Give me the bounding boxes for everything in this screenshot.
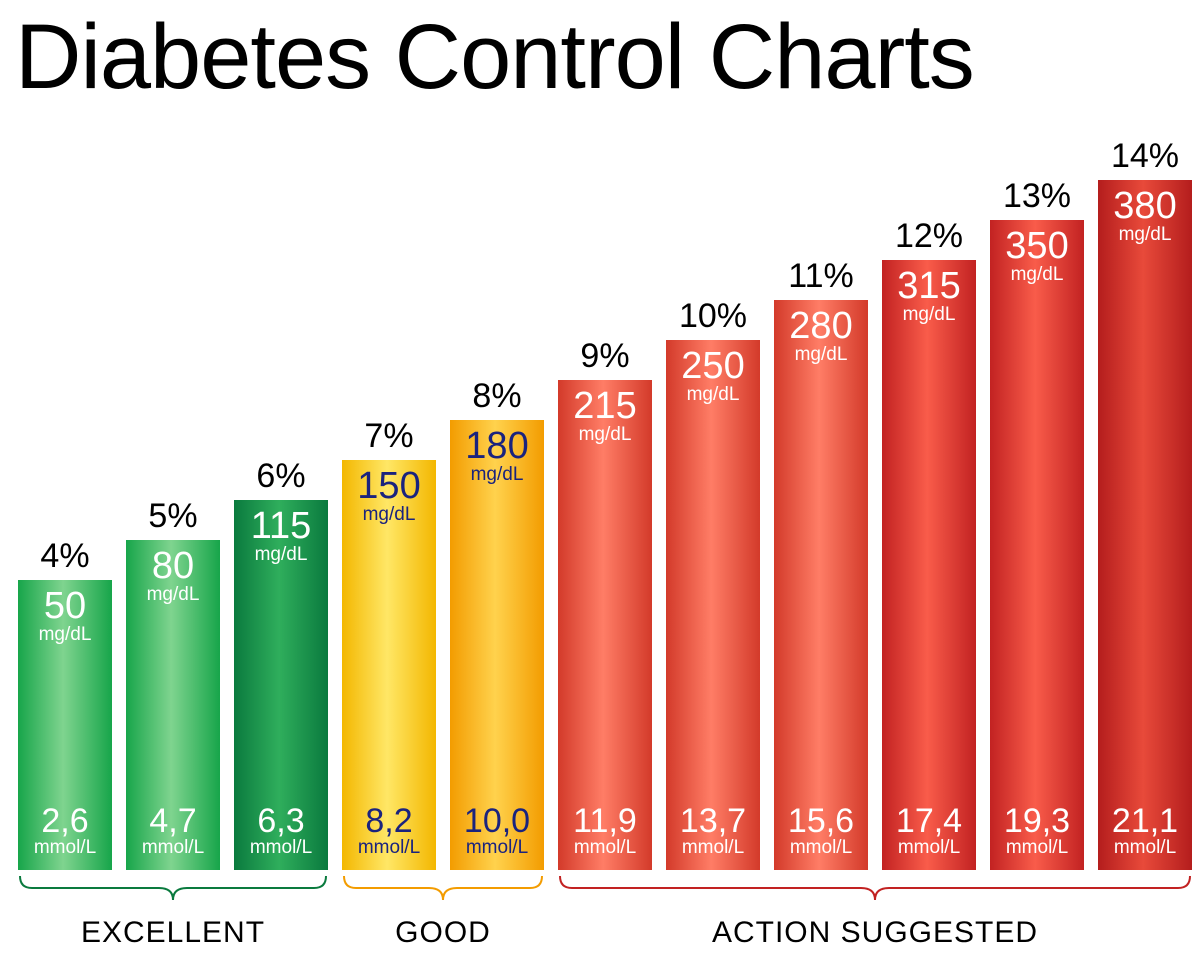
bar-top-value: 50mg/dL [18,588,112,647]
bar-column: 5% 80mg/dL 4,7mmol/L [126,497,220,870]
bar: 150mg/dL 8,2mmol/L [342,460,436,870]
bar-top-value: 350mg/dL [990,228,1084,287]
bar-percent-label: 5% [148,497,197,536]
bar-bottom-value: 4,7mmol/L [126,805,220,860]
bar-column: 10% 250mg/dL 13,7mmol/L [666,297,760,870]
chart-area: 4% 50mg/dL 2,6mmol/L 5% 80mg/dL 4,7mmol/L 6% 11… [0,110,1200,870]
bar: 280mg/dL 15,6mmol/L [774,300,868,870]
bar-percent-label: 4% [40,537,89,576]
bar-percent-label: 8% [472,377,521,416]
bar: 350mg/dL 19,3mmol/L [990,220,1084,870]
bar-percent-label: 12% [895,217,963,256]
bar: 115mg/dL 6,3mmol/L [234,500,328,870]
bar-top-value: 80mg/dL [126,548,220,607]
bar: 250mg/dL 13,7mmol/L [666,340,760,870]
bar: 380mg/dL 21,1mmol/L [1098,180,1192,870]
bar-column: 11% 280mg/dL 15,6mmol/L [774,257,868,870]
bar-percent-label: 11% [788,257,854,296]
bar-column: 12% 315mg/dL 17,4mmol/L [882,217,976,870]
category-brace [18,870,328,906]
bar-bottom-value: 8,2mmol/L [342,805,436,860]
category-label: EXCELLENT [18,916,328,950]
bar-bottom-value: 17,4mmol/L [882,805,976,860]
category-brace [342,870,544,906]
category-legend: EXCELLENT GOOD ACTION SUGGESTED [0,870,1200,960]
bar-bottom-value: 11,9mmol/L [558,805,652,860]
bar-column: 4% 50mg/dL 2,6mmol/L [18,537,112,870]
bar-top-value: 280mg/dL [774,308,868,367]
bar-bottom-value: 10,0mmol/L [450,805,544,860]
bars-container: 4% 50mg/dL 2,6mmol/L 5% 80mg/dL 4,7mmol/L 6% 11… [18,137,1180,870]
bar: 215mg/dL 11,9mmol/L [558,380,652,870]
bar-percent-label: 14% [1111,137,1179,176]
bar-bottom-value: 2,6mmol/L [18,805,112,860]
bar-bottom-value: 6,3mmol/L [234,805,328,860]
bar-top-value: 250mg/dL [666,348,760,407]
bar-column: 7% 150mg/dL 8,2mmol/L [342,417,436,870]
category-label: GOOD [342,916,544,950]
bar-top-value: 215mg/dL [558,388,652,447]
bar: 180mg/dL 10,0mmol/L [450,420,544,870]
bar-bottom-value: 13,7mmol/L [666,805,760,860]
bar-top-value: 180mg/dL [450,428,544,487]
bar-bottom-value: 15,6mmol/L [774,805,868,860]
bar-percent-label: 13% [1003,177,1071,216]
bar-percent-label: 6% [256,457,305,496]
category-brace [558,870,1192,906]
bar-top-value: 380mg/dL [1098,188,1192,247]
bar-column: 9% 215mg/dL 11,9mmol/L [558,337,652,870]
chart-title: Diabetes Control Charts [0,0,1200,110]
bar-percent-label: 9% [580,337,629,376]
bar-column: 14% 380mg/dL 21,1mmol/L [1098,137,1192,870]
bar-percent-label: 7% [364,417,413,456]
bar-column: 8% 180mg/dL 10,0mmol/L [450,377,544,870]
bar-top-value: 315mg/dL [882,268,976,327]
bar-percent-label: 10% [679,297,747,336]
bar: 50mg/dL 2,6mmol/L [18,580,112,870]
bar-bottom-value: 21,1mmol/L [1098,805,1192,860]
bar-column: 6% 115mg/dL 6,3mmol/L [234,457,328,870]
bar-column: 13% 350mg/dL 19,3mmol/L [990,177,1084,870]
bar-top-value: 115mg/dL [234,508,328,567]
bar: 315mg/dL 17,4mmol/L [882,260,976,870]
bar-top-value: 150mg/dL [342,468,436,527]
bar-bottom-value: 19,3mmol/L [990,805,1084,860]
bar: 80mg/dL 4,7mmol/L [126,540,220,870]
category-label: ACTION SUGGESTED [558,916,1192,950]
